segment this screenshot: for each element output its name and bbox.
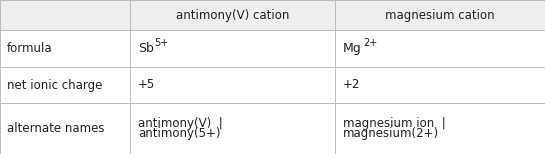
Text: Mg: Mg [343, 42, 362, 55]
Text: antimony(V) cation: antimony(V) cation [176, 8, 289, 22]
Bar [130, 103, 335, 154]
Bar [130, 0, 335, 30]
Text: magnesium ion  |: magnesium ion | [343, 118, 446, 130]
Bar [130, 67, 335, 103]
Text: antimony(V)  |: antimony(V) | [138, 118, 223, 130]
Text: antimony(5+): antimony(5+) [138, 126, 221, 140]
Text: magnesium(2+): magnesium(2+) [343, 126, 439, 140]
Bar [0, 103, 130, 154]
Text: magnesium cation: magnesium cation [385, 8, 495, 22]
Text: net ionic charge: net ionic charge [7, 79, 102, 91]
Bar [0, 67, 130, 103]
Text: 5+: 5+ [154, 38, 168, 49]
Bar [0, 0, 130, 30]
Bar [335, 0, 545, 30]
Text: +5: +5 [138, 79, 155, 91]
Text: formula: formula [7, 42, 53, 55]
Text: 2+: 2+ [363, 38, 377, 49]
Text: alternate names: alternate names [7, 122, 105, 135]
Text: +2: +2 [343, 79, 360, 91]
Bar [335, 103, 545, 154]
Bar [335, 67, 545, 103]
Text: Sb: Sb [138, 42, 154, 55]
Bar [335, 30, 545, 67]
Bar [130, 30, 335, 67]
Bar [0, 30, 130, 67]
